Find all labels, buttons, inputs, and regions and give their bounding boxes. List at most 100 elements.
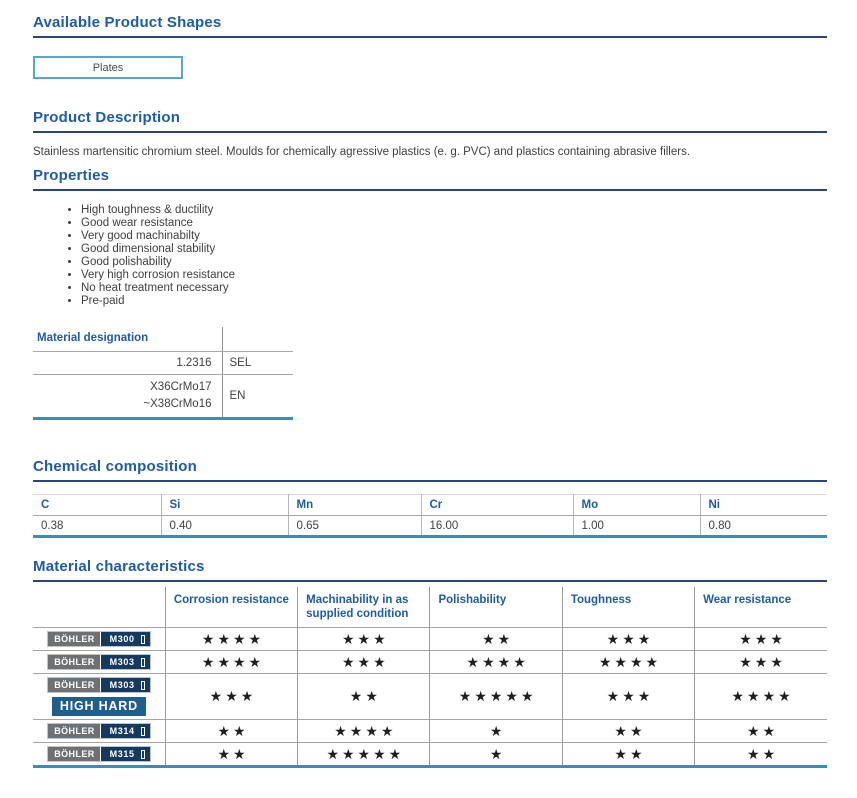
grade-cell: BÖHLER M303 HIGH HARD [33, 673, 166, 720]
rating-stars: ★★ [561, 719, 695, 743]
section-rule [33, 36, 827, 38]
chemical-composition-title: Chemical composition [33, 458, 198, 475]
designation-grades: X36CrMo17 ~X38CrMo16 [33, 375, 222, 419]
badge-bar-icon [140, 680, 145, 690]
rating-stars: ★★★★★ [297, 742, 430, 767]
table-header-row: Material designation [33, 327, 293, 352]
table-header-row: C Si Mn Cr Mo Ni [33, 494, 827, 516]
section-properties: Properties High toughness & ductility Go… [33, 167, 827, 420]
bohler-brand-label: BÖHLER [48, 678, 100, 692]
material-characteristics-title: Material characteristics [33, 558, 205, 575]
section-rule [33, 131, 827, 133]
table-row: 1.2316 SEL [33, 351, 293, 375]
grade-column-header-empty [33, 587, 165, 628]
grade-text: M314 [109, 726, 135, 736]
rating-stars: ★ [429, 742, 563, 767]
table-row: 0.38 0.40 0.65 16.00 1.00 0.80 [33, 515, 827, 537]
rating-stars: ★★ [694, 742, 827, 767]
bohler-grade-badge: BÖHLER M314 [47, 723, 151, 739]
property-item: Very good machinabilty [81, 230, 827, 243]
property-item: Very high corrosion resistance [81, 269, 827, 282]
bohler-grade-badge: BÖHLER M303 [47, 654, 151, 670]
badge-bar-icon [140, 657, 145, 667]
grade-label: M303 [100, 678, 150, 692]
grade-label: M300 [100, 632, 150, 646]
element-header: Cr [420, 494, 573, 516]
grade-text: M303 [109, 680, 135, 690]
bohler-grade-badge: BÖHLER M303 [47, 677, 151, 693]
rating-stars: ★★ [429, 627, 563, 651]
rating-stars: ★★★★ [694, 673, 827, 720]
section-chemical-composition: Chemical composition C Si Mn Cr Mo Ni 0.… [33, 458, 827, 538]
bohler-grade-badge: BÖHLER M300 [47, 631, 151, 647]
badge-bar-icon [140, 749, 145, 759]
element-header: Ni [699, 494, 827, 516]
badge-bar-icon [140, 726, 145, 736]
grade-text: M315 [109, 749, 135, 759]
element-header: C [33, 494, 161, 516]
element-value: 16.00 [420, 515, 573, 537]
section-product-description: Product Description Stainless martensiti… [33, 109, 827, 159]
table-row: BÖHLER M315 ★★ ★★★★★ ★ ★★ ★★ [33, 742, 827, 767]
standard-name: SEL [221, 351, 293, 375]
grade-text: M303 [109, 657, 135, 667]
table-row: BÖHLER M303 ★★★★ ★★★ ★★★★ ★★★★ ★★★ [33, 650, 827, 674]
characteristic-header: Wear resistance [694, 587, 827, 628]
property-item: No heat treatment necessary [81, 282, 827, 295]
rating-stars: ★★ [694, 719, 827, 743]
grade-cell: BÖHLER M300 [33, 627, 166, 651]
property-item: Good wear resistance [81, 217, 827, 230]
rating-stars: ★★★ [164, 673, 298, 720]
property-item: Pre-paid [81, 295, 827, 308]
grade-text: M300 [109, 634, 135, 644]
badge-bar-icon [140, 634, 145, 644]
designation-number: 1.2316 [33, 351, 222, 375]
grade-cell: BÖHLER M315 [33, 742, 166, 767]
bohler-brand-label: BÖHLER [48, 632, 100, 646]
characteristic-header: Machinability in as supplied condition [297, 587, 430, 628]
variant-badge: HIGH HARD [51, 697, 146, 716]
rating-stars: ★★★★ [429, 650, 563, 674]
rating-stars: ★★★★ [297, 719, 430, 743]
chemical-composition-table: C Si Mn Cr Mo Ni 0.38 0.40 0.65 16.00 1.… [33, 494, 827, 538]
product-description-text: Stainless martensitic chromium steel. Mo… [33, 146, 691, 158]
table-row: BÖHLER M303 HIGH HARD ★★★ ★★ ★★★★★ ★★★ ★… [33, 673, 827, 720]
rating-stars: ★★★★ [164, 627, 298, 651]
rating-stars: ★ [429, 719, 563, 743]
available-product-shapes-title: Available Product Shapes [33, 14, 222, 31]
material-characteristics-table: Corrosion resistance Machinability in as… [33, 587, 827, 768]
rating-stars: ★★★ [561, 627, 695, 651]
property-item: Good dimensional stability [81, 243, 827, 256]
bohler-brand-label: BÖHLER [48, 724, 100, 738]
rating-stars: ★★ [164, 742, 298, 767]
product-description-title: Product Description [33, 109, 181, 126]
property-item: High toughness & ductility [81, 204, 827, 217]
table-header-row: Corrosion resistance Machinability in as… [33, 587, 827, 628]
grade-label: M303 [100, 655, 150, 669]
table-row: BÖHLER M300 ★★★★ ★★★ ★★ ★★★ ★★★ [33, 627, 827, 651]
characteristic-header: Toughness [561, 587, 695, 628]
section-rule [33, 480, 827, 482]
element-value: 0.80 [699, 515, 827, 537]
material-designation-table: Material designation 1.2316 SEL X36CrMo1… [33, 327, 293, 420]
rating-stars: ★★★★★ [429, 673, 563, 720]
section-rule [33, 580, 827, 582]
rating-stars: ★★★ [297, 650, 430, 674]
element-value: 0.65 [287, 515, 421, 537]
standard-header-empty [221, 327, 293, 352]
rating-stars: ★★★ [561, 673, 695, 720]
bohler-grade-badge: BÖHLER M315 [47, 746, 151, 762]
properties-title: Properties [33, 167, 110, 184]
grade-cell: BÖHLER M303 [33, 650, 166, 674]
shape-plates-button[interactable]: Plates [33, 56, 183, 79]
designation-grade-line: X36CrMo17 [150, 381, 212, 393]
grade-label: M315 [100, 747, 150, 761]
designation-grade-line: ~X38CrMo16 [143, 398, 212, 410]
section-rule [33, 189, 827, 191]
standard-name: EN [221, 374, 293, 419]
element-value: 0.38 [41, 519, 64, 532]
element-header: Si [160, 494, 288, 516]
bohler-brand-label: BÖHLER [48, 655, 100, 669]
grade-cell: BÖHLER M314 [33, 719, 166, 743]
bohler-brand-label: BÖHLER [48, 747, 100, 761]
